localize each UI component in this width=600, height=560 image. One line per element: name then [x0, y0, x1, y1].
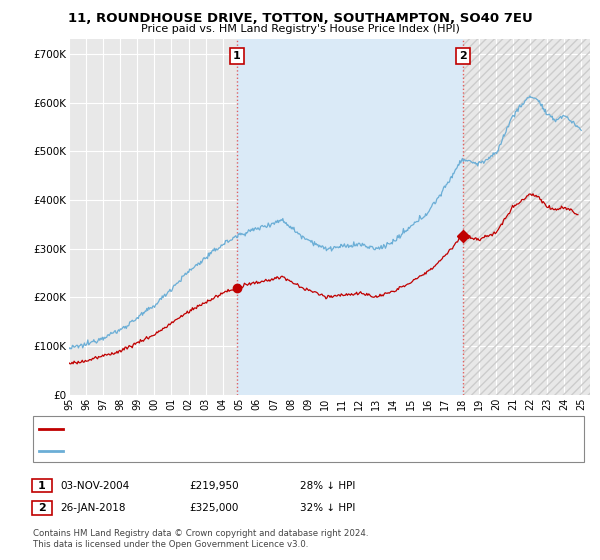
Text: 11, ROUNDHOUSE DRIVE, TOTTON, SOUTHAMPTON, SO40 7EU (detached house): 11, ROUNDHOUSE DRIVE, TOTTON, SOUTHAMPTO… [66, 424, 461, 434]
Bar [463, 39, 590, 395]
Bar [463, 39, 590, 395]
Text: 11, ROUNDHOUSE DRIVE, TOTTON, SOUTHAMPTON, SO40 7EU: 11, ROUNDHOUSE DRIVE, TOTTON, SOUTHAMPTO… [68, 12, 532, 25]
Text: 1: 1 [38, 480, 46, 491]
Text: 2: 2 [459, 52, 467, 61]
Text: £325,000: £325,000 [189, 503, 238, 513]
Text: HPI: Average price, detached house, New Forest: HPI: Average price, detached house, New … [66, 446, 301, 455]
Text: Contains HM Land Registry data © Crown copyright and database right 2024.
This d: Contains HM Land Registry data © Crown c… [33, 529, 368, 549]
Bar [237, 39, 463, 395]
Text: 26-JAN-2018: 26-JAN-2018 [60, 503, 125, 513]
Text: 28% ↓ HPI: 28% ↓ HPI [300, 480, 355, 491]
Text: 1: 1 [233, 52, 241, 61]
Text: Price paid vs. HM Land Registry's House Price Index (HPI): Price paid vs. HM Land Registry's House … [140, 24, 460, 34]
Text: £219,950: £219,950 [189, 480, 239, 491]
Text: 2: 2 [38, 503, 46, 513]
Text: 03-NOV-2004: 03-NOV-2004 [60, 480, 129, 491]
Text: 32% ↓ HPI: 32% ↓ HPI [300, 503, 355, 513]
